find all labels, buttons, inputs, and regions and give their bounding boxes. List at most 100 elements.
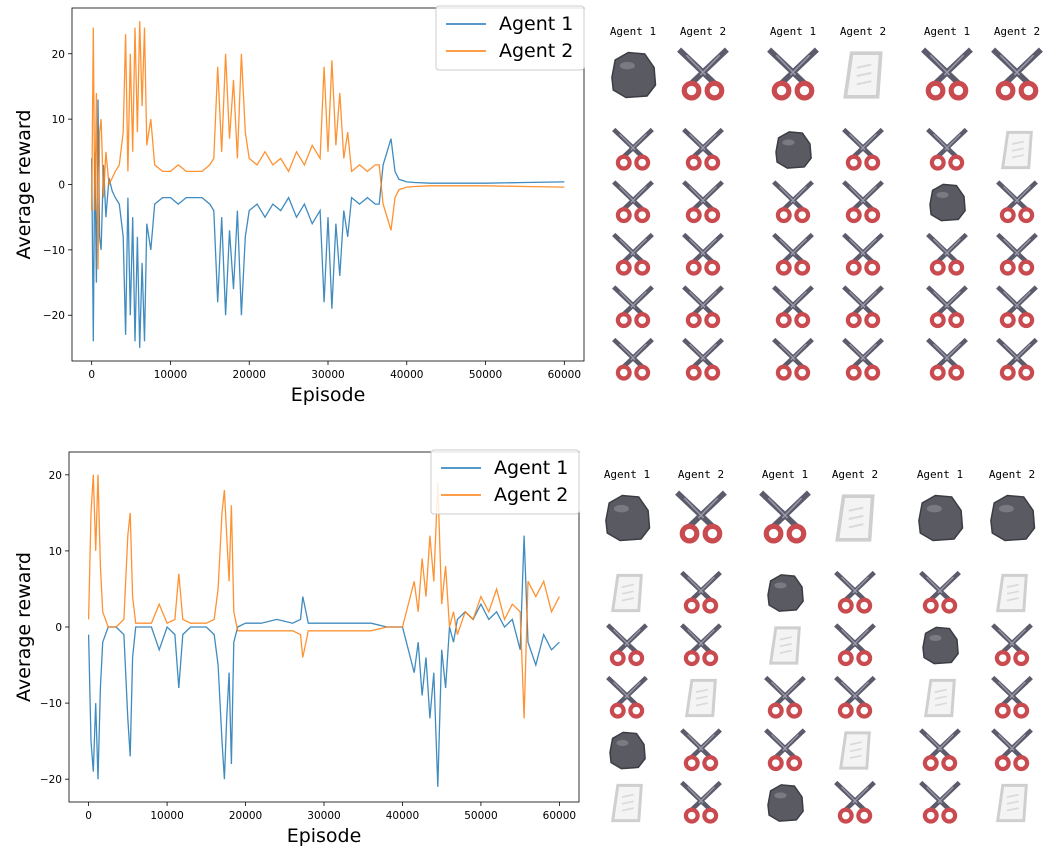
scissors-icon xyxy=(677,47,729,101)
scissors-icon xyxy=(919,570,961,614)
rock-highlight xyxy=(782,139,795,146)
scissors-icon xyxy=(842,180,884,224)
scissors-icon xyxy=(926,127,968,171)
rock-highlight xyxy=(613,504,629,513)
paper-icon xyxy=(924,678,956,718)
paper-icon xyxy=(996,783,1028,823)
paper-icon xyxy=(611,573,643,613)
scissors-icon xyxy=(612,127,654,171)
legend-box xyxy=(430,449,580,515)
agent-header: Agent 2 xyxy=(832,468,878,481)
scissors-icon xyxy=(834,570,876,614)
rock-icon xyxy=(922,626,959,665)
rock-icon xyxy=(767,784,804,822)
scissors-icon xyxy=(991,623,1033,667)
x-tick-label: 10000 xyxy=(150,810,183,822)
rock-icon xyxy=(609,731,646,770)
paper-icon xyxy=(769,626,801,665)
scissors-icon xyxy=(996,232,1038,276)
scissors-icon xyxy=(612,180,654,224)
scissors-icon xyxy=(921,47,973,101)
reward-chart-bottom: 0 10000 20000 30000 40000 50000 60000 −20 −10 0 10… xyxy=(13,449,580,847)
scissors-icon xyxy=(680,780,722,824)
scissors-icon xyxy=(772,337,814,381)
agent-header: Agent 2 xyxy=(840,25,886,38)
rock-highlight xyxy=(926,504,942,513)
rock-icon xyxy=(605,494,651,542)
legend-label: Agent 1 xyxy=(499,13,573,35)
scissors-icon xyxy=(834,623,876,667)
scissors-icon xyxy=(991,47,1043,101)
scissors-icon xyxy=(842,285,884,329)
agent-header: Agent 2 xyxy=(678,468,724,481)
scissors-icon xyxy=(682,180,724,224)
scissors-icon xyxy=(842,127,884,171)
scissors-icon xyxy=(991,728,1033,772)
scissors-icon xyxy=(842,337,884,381)
paper-icon xyxy=(611,783,643,823)
scissors-icon xyxy=(675,490,727,544)
y-tick-label: 20 xyxy=(52,49,65,61)
x-tick-label: 30000 xyxy=(307,810,340,822)
scissors-icon xyxy=(680,570,722,614)
agent-header: Agent 2 xyxy=(989,468,1035,481)
y-tick-label: 0 xyxy=(55,622,62,634)
x-tick-label: 20000 xyxy=(229,810,262,822)
scissors-icon xyxy=(767,47,819,101)
x-tick-label: 60000 xyxy=(543,810,576,822)
x-tick-label: 30000 xyxy=(311,369,344,381)
scissors-icon xyxy=(682,232,724,276)
action-grid-bottom: Agent 1 Agent 2 Agent 1 Agent 2 Agent 1 Agent… xyxy=(604,468,1036,824)
series-line-2 xyxy=(91,21,565,270)
scissors-icon xyxy=(612,285,654,329)
paper-icon xyxy=(685,678,717,718)
x-tick-label: 0 xyxy=(88,369,95,381)
agent-header: Agent 1 xyxy=(604,468,650,481)
rock-icon xyxy=(918,494,964,542)
y-tick-label: −20 xyxy=(43,310,65,322)
scissors-icon xyxy=(680,728,722,772)
y-axis-label: Average reward xyxy=(13,110,35,260)
scissors-icon xyxy=(842,232,884,276)
scissors-icon xyxy=(991,675,1033,719)
agent-header: Agent 1 xyxy=(917,468,963,481)
legend-label: Agent 1 xyxy=(494,457,568,479)
y-tick-label: 10 xyxy=(52,114,65,126)
paper-icon xyxy=(996,573,1028,613)
agent-header: Agent 1 xyxy=(610,25,656,38)
plot-frame xyxy=(68,451,580,803)
y-tick-label: −10 xyxy=(43,245,65,257)
scissors-icon xyxy=(682,337,724,381)
scissors-icon xyxy=(996,180,1038,224)
scissors-icon xyxy=(834,780,876,824)
series-line-2 xyxy=(87,474,560,719)
x-tick-label: 60000 xyxy=(548,369,581,381)
y-tick-label: −10 xyxy=(40,698,62,710)
scissors-icon xyxy=(919,728,961,772)
scissors-icon xyxy=(919,780,961,824)
scissors-icon xyxy=(764,728,806,772)
paper-icon xyxy=(835,494,875,542)
y-axis-label: Average reward xyxy=(13,552,35,702)
x-tick-label: 50000 xyxy=(469,369,502,381)
x-tick-label: 40000 xyxy=(390,369,423,381)
agent-header: Agent 2 xyxy=(680,25,726,38)
legend-label: Agent 2 xyxy=(499,40,573,62)
scissors-icon xyxy=(612,232,654,276)
rock-highlight xyxy=(616,739,629,746)
rock-icon xyxy=(929,183,966,222)
reward-chart-top: 0 10000 20000 30000 40000 50000 60000 −20 −10 0 10… xyxy=(13,5,585,406)
rock-icon xyxy=(767,574,804,612)
paper-icon xyxy=(843,51,883,99)
x-tick-label: 50000 xyxy=(464,810,497,822)
scissors-icon xyxy=(996,337,1038,381)
scissors-icon xyxy=(772,180,814,224)
scissors-icon xyxy=(764,675,806,719)
scissors-icon xyxy=(682,285,724,329)
scissors-icon xyxy=(680,623,722,667)
scissors-icon xyxy=(606,675,648,719)
paper-icon xyxy=(1001,130,1033,170)
paper-icon xyxy=(839,731,871,770)
scissors-icon xyxy=(926,337,968,381)
y-tick-label: 20 xyxy=(49,470,62,482)
